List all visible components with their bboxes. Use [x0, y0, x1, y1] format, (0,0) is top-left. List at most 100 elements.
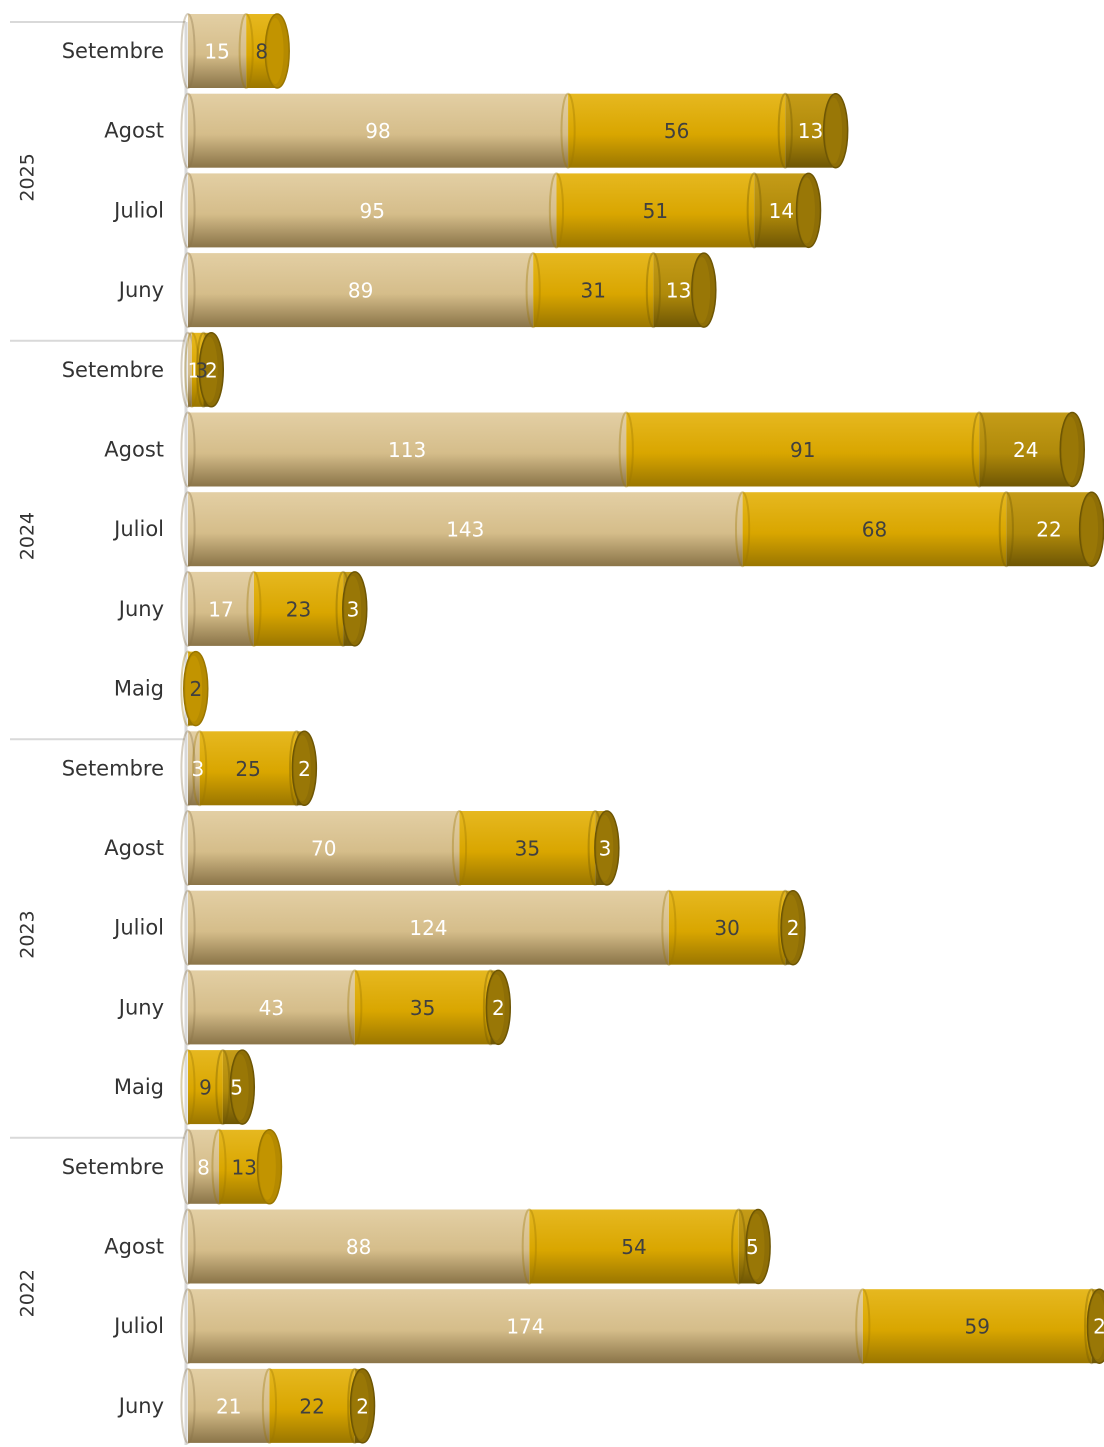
bar-segment-seam [180, 92, 196, 169]
data-label: 51 [643, 199, 668, 223]
bar-segment-body [742, 492, 1007, 567]
bar-segment-seam [180, 252, 196, 329]
data-label: 21 [216, 1394, 241, 1418]
bar-end-cap [485, 969, 512, 1046]
bar-segment-seam [521, 1208, 537, 1285]
bar-segment [180, 491, 743, 568]
axis-layer [10, 21, 188, 1445]
bar-end-cap [745, 1208, 771, 1285]
data-label: 2 [298, 757, 311, 781]
bar-end-cap [822, 92, 849, 169]
bar-segment-seam [347, 969, 363, 1046]
bar-end-cap-highlight [825, 97, 843, 164]
bar-segment-seam [211, 1128, 227, 1205]
bar-segment [855, 1288, 1092, 1365]
bar-segment-seam [645, 252, 661, 329]
bar-end-cap-highlight [798, 177, 815, 244]
data-label: 88 [346, 1235, 371, 1259]
data-label: 3 [195, 358, 208, 382]
bar-segment-body [626, 412, 980, 487]
bar-segment-body [188, 970, 355, 1045]
bar-segment-seam [998, 491, 1014, 568]
year-group-label: 2025 [17, 153, 39, 201]
data-label: 3 [599, 837, 612, 861]
data-label: 98 [365, 119, 390, 143]
bar-segment-body [188, 1289, 863, 1364]
bar-segment [180, 13, 247, 89]
bar-segment-body [1006, 492, 1092, 567]
data-label: 30 [714, 916, 739, 940]
bar-end-cap [342, 571, 368, 647]
bar-segment-seam [180, 1367, 196, 1444]
category-label: Juny [117, 1394, 164, 1418]
bar-segment-body [529, 1209, 739, 1284]
category-label: Setembre [62, 756, 164, 780]
bar-segment [184, 331, 204, 408]
category-label: Juliol [112, 916, 164, 940]
bar-segment-body [188, 731, 200, 806]
bar-segment-body [269, 1368, 355, 1443]
bar-end-cap [183, 650, 209, 727]
bar-end-cap-highlight [1061, 416, 1079, 483]
bar-segment-seam [661, 889, 677, 966]
data-label: 59 [964, 1315, 989, 1339]
bar-end-cap-highlight [200, 336, 218, 403]
data-label: 2 [190, 677, 203, 701]
data-label: 8 [255, 40, 268, 64]
bar-end-cap-highlight [1088, 1293, 1104, 1360]
bar-segment-seam [560, 92, 576, 169]
bar-segment [180, 969, 355, 1046]
bar-segment-body [568, 93, 786, 168]
bar-segment-seam [525, 252, 541, 329]
bar-segment-seam [180, 810, 196, 886]
bar-segment-seam [777, 92, 793, 169]
bar-segment-body [188, 1368, 270, 1443]
data-label: 3 [191, 757, 204, 781]
bar-segment [998, 491, 1092, 568]
bar-segment-body [188, 890, 669, 965]
bar-segment-body [188, 571, 254, 646]
data-label: 89 [348, 279, 373, 303]
bar-end-cap-highlight [596, 815, 614, 881]
bar-segment [548, 172, 755, 249]
data-label: 56 [664, 119, 689, 143]
bar-segment-body [459, 811, 596, 885]
bar-segment [734, 491, 1007, 568]
bar-segment-seam [238, 13, 254, 89]
bar-segment [661, 889, 786, 966]
data-label: 13 [232, 1155, 257, 1179]
data-label: 91 [790, 438, 815, 462]
bar-segment-seam [180, 13, 196, 89]
data-label: 54 [621, 1235, 646, 1259]
bar-segment-body [188, 332, 192, 407]
bar-segment-seam [180, 570, 196, 647]
bar-segment-body [188, 1209, 530, 1284]
category-label: Agost [104, 438, 164, 462]
data-label: 14 [769, 199, 794, 223]
bar-segment-seam [215, 1049, 231, 1126]
bar-segment [521, 1208, 739, 1285]
bar-segment [180, 1049, 223, 1126]
data-label: 70 [311, 837, 336, 861]
bar-segment-seam [180, 969, 196, 1046]
data-label: 1 [188, 358, 201, 382]
bar-segment [560, 92, 786, 169]
bar-segment-body [533, 253, 654, 328]
bar-segment-body [188, 93, 569, 168]
bar-segment-seam [180, 491, 196, 568]
category-label: Juny [117, 597, 164, 621]
bar-segment [180, 1288, 863, 1365]
bar-segment-seam [971, 411, 987, 488]
bar-end-cap [1086, 1288, 1104, 1364]
category-label: Juny [117, 278, 164, 302]
data-label: 174 [506, 1315, 544, 1339]
data-label: 9 [199, 1076, 212, 1100]
bar-segment [180, 570, 254, 647]
data-label: 113 [388, 438, 426, 462]
bar-end-cap-highlight [293, 735, 311, 802]
category-label: Juliol [112, 517, 164, 541]
data-label: 2 [1093, 1315, 1104, 1339]
bar-segment [180, 1128, 220, 1205]
category-label: Setembre [62, 1155, 164, 1179]
